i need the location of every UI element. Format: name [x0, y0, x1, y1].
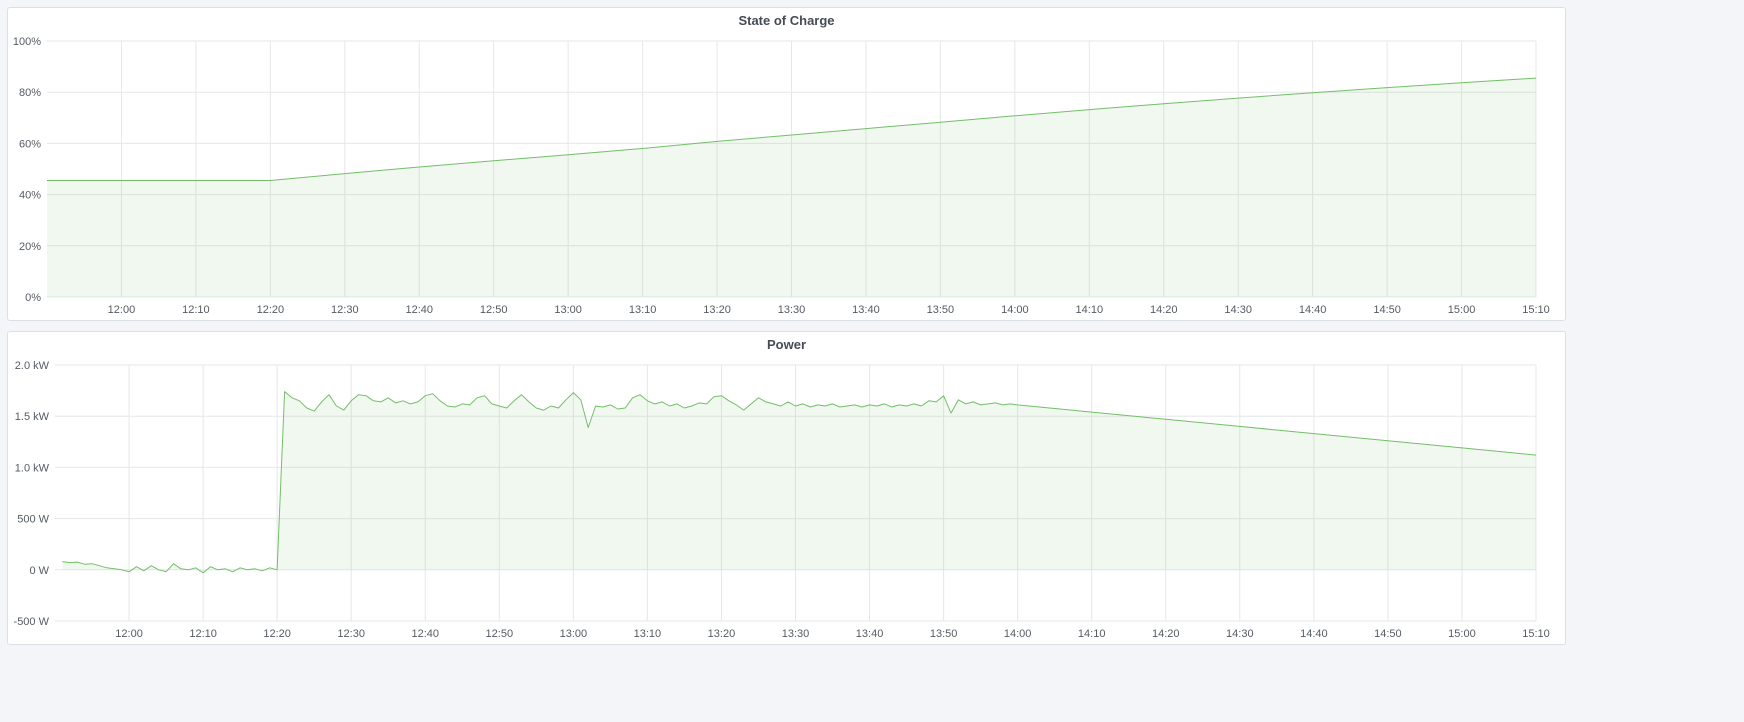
x-tick-label: 12:50 — [480, 304, 508, 316]
x-tick-label: 14:30 — [1224, 304, 1252, 316]
series-line — [62, 391, 1537, 574]
power-chart: -500 W 0 W 500 W 1.0 kW 1.5 kW 2.0 kW 12:00 12:… — [14, 360, 1550, 640]
x-tick-label: 12:00 — [115, 628, 143, 640]
x-tick-label: 12:10 — [189, 628, 217, 640]
y-tick-label: -500 W — [14, 616, 50, 628]
y-tick-label: 2.0 kW — [15, 360, 50, 372]
x-tick-label: 13:10 — [629, 304, 657, 316]
x-tick-label: 14:10 — [1076, 304, 1104, 316]
y-tick-label: 60% — [19, 138, 41, 150]
x-tick-label: 12:30 — [331, 304, 359, 316]
x-tick-label: 15:00 — [1448, 628, 1476, 640]
x-tick-label: 12:20 — [263, 628, 291, 640]
y-tick-label: 40% — [19, 190, 41, 202]
x-tick-label: 13:50 — [930, 628, 958, 640]
x-tick-label: 13:10 — [634, 628, 662, 640]
x-tick-label: 13:00 — [560, 628, 588, 640]
y-tick-label: 0% — [25, 292, 41, 304]
series-line — [47, 77, 1537, 181]
y-tick-label: 20% — [19, 241, 41, 253]
x-tick-label: 14:00 — [1004, 628, 1032, 640]
x-tick-label: 12:40 — [411, 628, 439, 640]
x-tick-label: 13:30 — [778, 304, 806, 316]
x-tick-label: 15:00 — [1448, 304, 1476, 316]
x-tick-label: 12:50 — [486, 628, 514, 640]
x-tick-label: 14:20 — [1150, 304, 1178, 316]
x-tick-label: 14:40 — [1299, 304, 1327, 316]
state-of-charge-panel: State of Charge 0% 20% 40% 60% 80% 100% 12:00 1… — [7, 7, 1566, 321]
x-tick-label: 15:10 — [1522, 304, 1550, 316]
x-tick-label: 13:30 — [782, 628, 810, 640]
y-tick-label: 0 W — [29, 565, 49, 577]
x-tick-label: 12:00 — [108, 304, 136, 316]
state-of-charge-chart: 0% 20% 40% 60% 80% 100% 12:00 12:10 12:20 12:30 12… — [13, 36, 1550, 316]
y-tick-label: 1.5 kW — [15, 411, 50, 423]
x-tick-label: 14:30 — [1226, 628, 1254, 640]
y-tick-label: 500 W — [17, 514, 49, 526]
x-tick-label: 14:50 — [1374, 628, 1402, 640]
x-tick-label: 15:10 — [1522, 628, 1550, 640]
x-tick-label: 13:50 — [927, 304, 955, 316]
x-tick-label: 12:20 — [257, 304, 285, 316]
panel-title[interactable]: Power — [766, 337, 806, 352]
series-area-fill — [62, 391, 1536, 573]
x-tick-label: 12:10 — [182, 304, 210, 316]
x-tick-label: 14:10 — [1078, 628, 1106, 640]
y-tick-label: 100% — [13, 36, 41, 48]
x-tick-label: 12:40 — [405, 304, 433, 316]
x-tick-label: 13:40 — [856, 628, 884, 640]
x-tick-label: 13:20 — [703, 304, 731, 316]
power-panel: Power -500 W 0 W 500 W 1.0 kW 1.5 kW 2.0 kW 12… — [7, 331, 1566, 645]
x-tick-label: 14:00 — [1001, 304, 1029, 316]
y-tick-label: 80% — [19, 87, 41, 99]
x-tick-label: 13:20 — [708, 628, 736, 640]
x-tick-label: 14:20 — [1152, 628, 1180, 640]
series-area-fill — [47, 78, 1536, 297]
x-tick-label: 13:40 — [852, 304, 880, 316]
x-tick-label: 14:50 — [1373, 304, 1401, 316]
x-tick-label: 13:00 — [554, 304, 582, 316]
panel-title[interactable]: State of Charge — [738, 13, 835, 28]
x-tick-label: 12:30 — [337, 628, 365, 640]
y-tick-label: 1.0 kW — [15, 462, 50, 474]
x-tick-label: 14:40 — [1300, 628, 1328, 640]
